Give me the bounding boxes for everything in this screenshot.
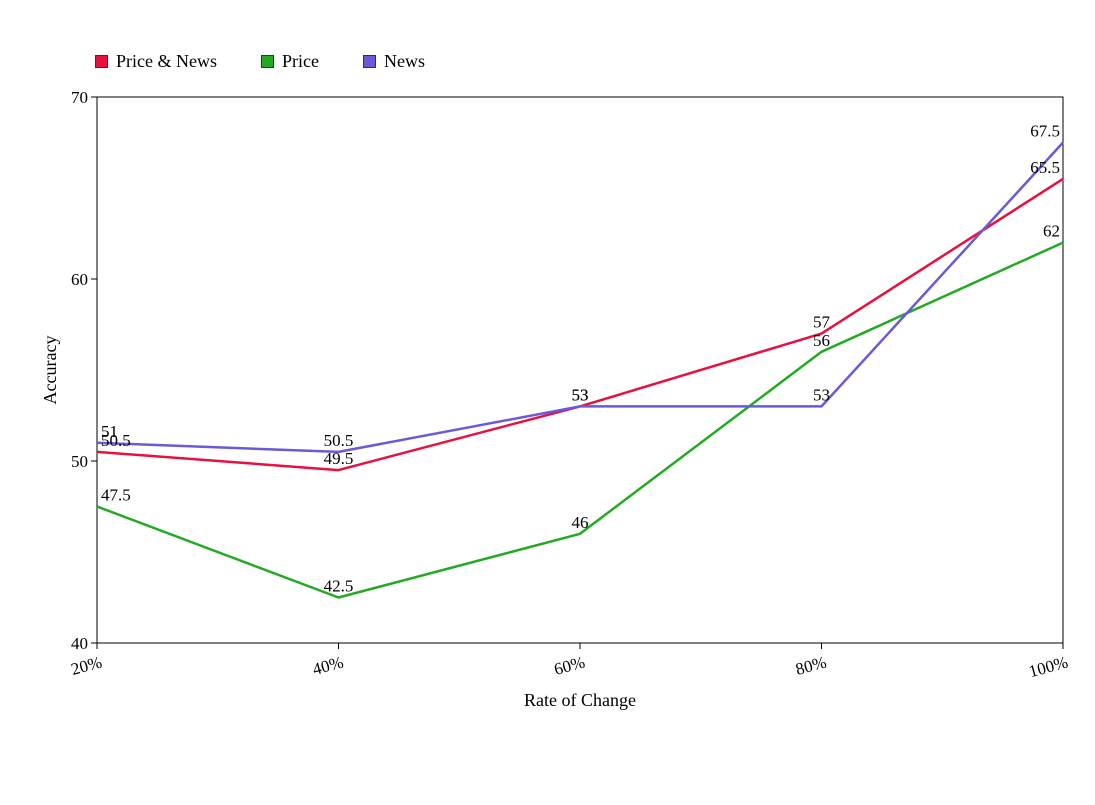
legend-item-price: Price [260, 51, 319, 72]
data-label-price: 47.5 [101, 486, 131, 505]
legend: Price & News Price News [95, 51, 469, 72]
data-label-price-news: 50.5 [101, 431, 131, 450]
x-tick-label: 100% [1027, 653, 1070, 682]
y-tick-label: 50 [71, 452, 88, 471]
x-tick-label: 80% [794, 653, 829, 679]
data-label-price-news: 57 [813, 313, 831, 332]
data-label-price-news: 53 [572, 385, 589, 404]
data-label-news: 53 [572, 385, 589, 404]
data-label-price-news: 49.5 [324, 449, 354, 468]
series-line-price-news [96, 177, 1064, 472]
data-label-news: 67.5 [1030, 122, 1060, 141]
data-label-news: 51 [101, 422, 118, 441]
legend-label-news: News [383, 51, 425, 71]
series-layer [96, 141, 1064, 599]
x-tick-label: 20% [69, 653, 104, 679]
x-tick-label: 60% [552, 653, 587, 679]
x-tick-label: 40% [311, 653, 346, 679]
data-label-price: 62 [1043, 222, 1060, 241]
legend-swatch-price-news [95, 55, 108, 68]
legend-item-price-news: Price & News [95, 51, 217, 72]
legend-label-price: Price [281, 51, 319, 71]
series-line-news [96, 141, 1064, 454]
data-label-news: 50.5 [324, 431, 354, 450]
y-tick-label: 70 [71, 88, 88, 107]
legend-swatch-news [362, 55, 376, 68]
data-label-price: 56 [813, 331, 830, 350]
y-tick-label: 60 [71, 270, 88, 289]
data-label-price: 42.5 [324, 577, 354, 596]
data-label-news: 53 [813, 385, 830, 404]
data-label-price-news: 65.5 [1030, 158, 1060, 177]
y-tick-label: 40 [71, 634, 88, 653]
data-label-price: 46 [572, 513, 589, 532]
x-axis-title: Rate of Change [524, 690, 636, 710]
y-axis-title: Accuracy [40, 336, 60, 405]
series-line-price [96, 241, 1064, 599]
legend-item-news: News [362, 51, 425, 72]
legend-label-price-news: Price & News [116, 51, 217, 71]
legend-swatch-price [260, 55, 274, 68]
axes-layer: 40 50 60 70 20% 40% 60% 80% 100% [69, 88, 1070, 681]
